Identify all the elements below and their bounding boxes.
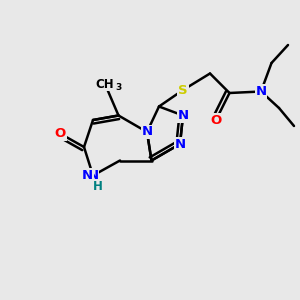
Text: H: H [93, 179, 102, 193]
Text: N: N [255, 85, 267, 98]
Text: N: N [82, 169, 93, 182]
Text: S: S [178, 83, 188, 97]
Text: O: O [54, 127, 66, 140]
Text: N: N [177, 109, 189, 122]
Text: N: N [87, 169, 99, 182]
Text: N: N [174, 137, 186, 151]
Text: N: N [141, 125, 153, 139]
Text: CH: CH [96, 77, 114, 91]
Text: O: O [210, 113, 222, 127]
Text: 3: 3 [116, 83, 122, 92]
